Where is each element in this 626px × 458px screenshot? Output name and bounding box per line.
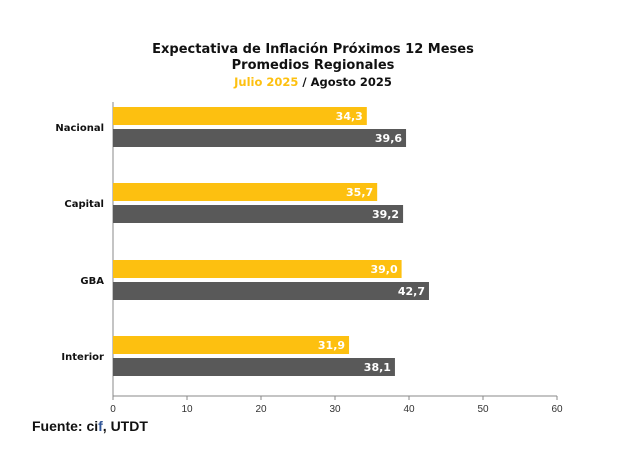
category-label: Nacional <box>55 123 104 134</box>
bar-capital-0 <box>113 183 378 201</box>
data-label: 35,7 <box>346 186 373 199</box>
data-label: 39,2 <box>372 208 399 221</box>
data-label: 38,1 <box>364 361 391 374</box>
legend-julio: Julio 2025 <box>234 75 299 89</box>
legend-agosto: Agosto 2025 <box>310 75 392 89</box>
x-tick-label: 0 <box>110 404 116 415</box>
bar-gba-0 <box>113 260 402 278</box>
x-tick-label: 20 <box>255 404 267 415</box>
x-tick-label: 50 <box>477 404 489 415</box>
source-suffix: , UTDT <box>102 418 148 434</box>
data-label: 31,9 <box>318 339 345 352</box>
chart-title: Expectativa de Inflación Próximos 12 Mes… <box>152 42 474 57</box>
legend: Julio 2025 / Agosto 2025 <box>0 75 626 89</box>
category-label: GBA <box>80 276 104 287</box>
bar-nacional-0 <box>113 107 367 125</box>
data-label: 42,7 <box>398 285 425 298</box>
bar-gba-1 <box>113 282 429 300</box>
category-label: Capital <box>64 199 104 210</box>
bar-nacional-1 <box>113 129 407 147</box>
data-label: 34,3 <box>336 110 363 123</box>
category-label: Interior <box>61 352 104 363</box>
x-tick-label: 30 <box>329 404 341 415</box>
source-highlight: f <box>98 418 103 434</box>
x-tick-label: 40 <box>403 404 415 415</box>
x-tick-label: 10 <box>181 404 193 415</box>
x-tick-label: 60 <box>551 404 563 415</box>
source-prefix: Fuente: ci <box>32 418 99 434</box>
bar-interior-1 <box>113 358 395 376</box>
data-label: 39,0 <box>370 263 397 276</box>
bar-interior-0 <box>113 336 350 354</box>
legend-separator: / <box>298 75 311 89</box>
bar-capital-1 <box>113 205 404 223</box>
source-note: Fuente: cif, UTDT <box>32 418 148 434</box>
chart-subtitle: Promedios Regionales <box>231 58 395 73</box>
data-label: 39,6 <box>375 132 402 145</box>
